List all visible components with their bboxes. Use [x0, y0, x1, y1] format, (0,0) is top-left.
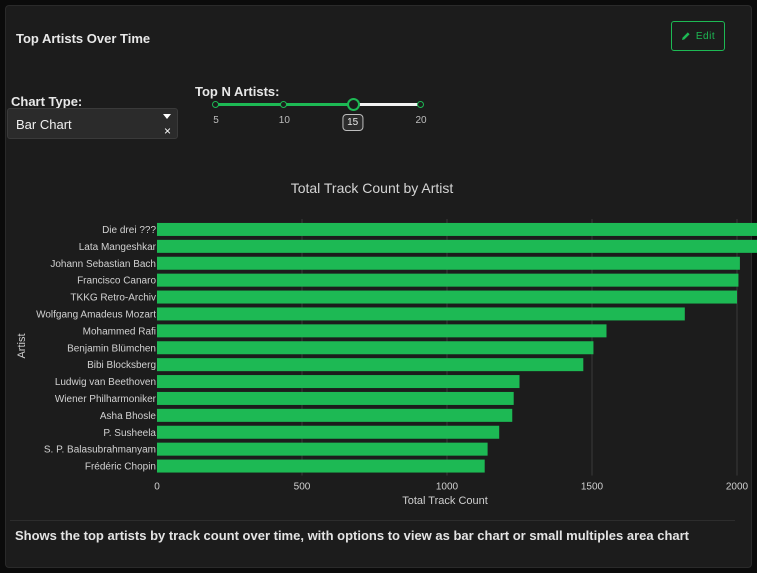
chart-title: Total Track Count by Artist	[291, 180, 454, 196]
bar[interactable]	[157, 222, 757, 236]
y-tick-label: Francisco Canaro	[77, 276, 156, 287]
slider-tick-label: 5	[213, 115, 219, 126]
chart-type-select[interactable]: Bar Chart ×	[7, 108, 178, 139]
bar[interactable]	[157, 324, 607, 338]
slider-mark-dot	[417, 101, 424, 108]
bar[interactable]	[157, 408, 513, 422]
slider-mark-dot	[212, 101, 219, 108]
y-tick-label: Mohammed Rafi	[83, 326, 156, 337]
x-tick-label: 2000	[726, 482, 749, 493]
y-axis-label: Artist	[16, 333, 28, 358]
slider-value-tooltip: 15	[342, 114, 364, 131]
bar[interactable]	[157, 256, 740, 270]
y-tick-label: Die drei ???	[102, 225, 156, 236]
y-tick-label: Bibi Blocksberg	[87, 360, 156, 371]
panel-description: Shows the top artists by track count ove…	[15, 528, 690, 543]
pencil-icon	[681, 32, 690, 40]
bar[interactable]	[157, 358, 584, 372]
bar[interactable]	[157, 290, 737, 304]
x-tick-label: 1000	[436, 482, 459, 493]
edit-button-label: Edit	[695, 30, 716, 42]
y-tick-label: Frédéric Chopin	[85, 462, 156, 473]
x-tick-label: 1500	[581, 482, 604, 493]
slider-tick-label: 20	[415, 115, 427, 126]
slider-tick-label: 10	[278, 115, 290, 126]
top-n-label: Top N Artists:	[195, 84, 280, 99]
x-tick-label: 0	[154, 482, 160, 493]
bar[interactable]	[157, 425, 500, 439]
x-tick-label: 500	[294, 482, 311, 493]
bar[interactable]	[157, 239, 757, 253]
bar[interactable]	[157, 273, 739, 287]
dropdown-caret-icon[interactable]	[163, 114, 171, 119]
top-n-slider[interactable]	[212, 98, 424, 111]
y-tick-label: TKKG Retro-Archiv	[70, 293, 156, 304]
bar[interactable]	[157, 442, 488, 456]
edit-button[interactable]: Edit	[671, 21, 725, 51]
slider-mark-dot	[280, 101, 288, 108]
y-tick-label: Benjamin Blümchen	[67, 343, 156, 354]
y-tick-label: S. P. Balasubrahmanyam	[44, 445, 156, 456]
bar[interactable]	[157, 459, 485, 473]
y-tick-label: Johann Sebastian Bach	[50, 259, 156, 270]
slider-handle[interactable]	[346, 98, 360, 111]
x-axis-label: Total Track Count	[402, 495, 488, 507]
y-tick-label: Wiener Philharmoniker	[55, 394, 157, 405]
y-tick-label: Asha Bhosle	[100, 411, 157, 422]
divider	[10, 520, 735, 521]
y-tick-label: P. Susheela	[103, 428, 156, 439]
bar[interactable]	[157, 341, 594, 355]
y-tick-label: Lata Mangeshkar	[79, 242, 157, 253]
y-tick-label: Wolfgang Amadeus Mozart	[36, 309, 156, 320]
chart-type-label: Chart Type:	[11, 94, 83, 109]
panel-title: Top Artists Over Time	[16, 31, 151, 46]
chart-type-value: Bar Chart	[16, 117, 72, 132]
clear-icon[interactable]: ×	[163, 124, 171, 138]
y-tick-label: Ludwig van Beethoven	[55, 377, 156, 388]
bar[interactable]	[157, 307, 685, 321]
bar[interactable]	[157, 375, 520, 389]
bar[interactable]	[157, 391, 514, 405]
